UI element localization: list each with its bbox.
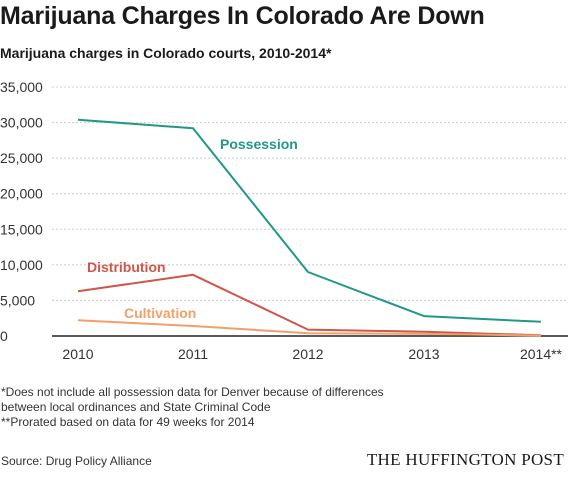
series-label-cultivation: Cultivation [124, 305, 196, 321]
series-line-cultivation [77, 319, 542, 337]
series-line-distribution [77, 273, 542, 337]
x-tick-label: 2014** [520, 346, 563, 362]
publisher-logo: THE HUFFINGTON POST [366, 450, 564, 469]
series-line-possession [77, 118, 542, 323]
y-tick-label: 20,000 [0, 186, 43, 202]
footnote-1: *Does not include all possession data fo… [1, 385, 384, 399]
y-tick-label: 15,000 [0, 221, 43, 237]
x-tick-label: 2013 [408, 346, 439, 362]
series-label-possession: Possession [220, 136, 298, 152]
y-tick-label: 30,000 [0, 115, 43, 131]
footnote-2: between local ordinances and State Crimi… [1, 400, 271, 414]
x-tick-label: 2010 [62, 346, 93, 362]
chart-title: Marijuana Charges In Colorado Are Down [0, 2, 485, 30]
x-tick-label: 2011 [178, 346, 208, 362]
y-tick-label: 10,000 [0, 257, 43, 273]
y-tick-label: 25,000 [0, 150, 43, 166]
series-label-distribution: Distribution [87, 259, 166, 275]
chart-subtitle: Marijuana charges in Colorado courts, 20… [0, 45, 332, 61]
y-tick-label: 5,000 [0, 292, 35, 308]
source-text: Source: Drug Policy Alliance [1, 454, 152, 468]
x-tick-label: 2012 [292, 346, 323, 362]
footnote-3: **Prorated based on data for 49 weeks fo… [1, 415, 255, 429]
y-tick-label: 35,000 [0, 79, 43, 95]
y-tick-label: 0 [0, 328, 8, 344]
